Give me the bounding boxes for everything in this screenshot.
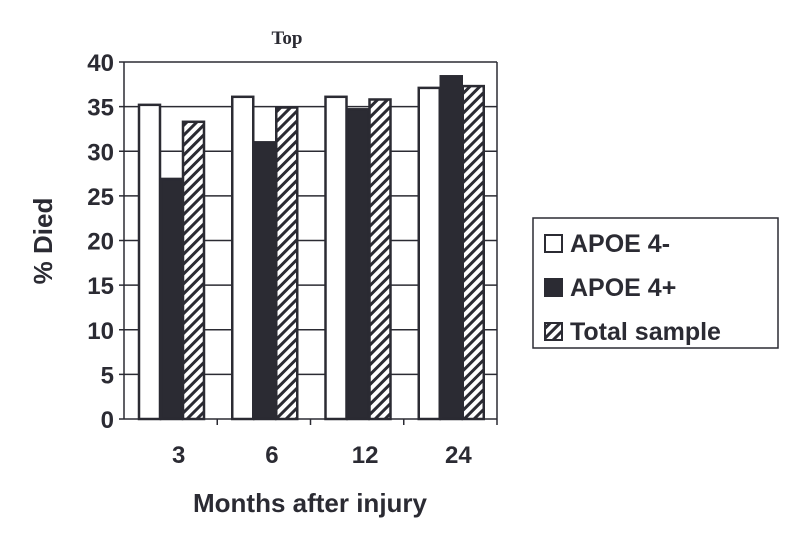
legend-swatch xyxy=(544,278,563,297)
legend-label: APOE 4+ xyxy=(570,274,676,302)
y-tick-label: 35 xyxy=(87,95,114,122)
y-tick-label: 10 xyxy=(87,318,114,345)
legend-swatch xyxy=(544,234,563,253)
x-tick-label: 3 xyxy=(172,442,185,469)
bar-apoe-4--6 xyxy=(253,141,277,421)
bar-apoe-4--3 xyxy=(159,177,184,421)
y-tick-label: 0 xyxy=(101,407,114,434)
bar-apoe-4--12 xyxy=(324,95,348,421)
x-tick-label: 12 xyxy=(352,442,379,469)
y-tick-label: 30 xyxy=(87,139,114,166)
bar-total-sample-6 xyxy=(275,106,299,421)
legend-label: APOE 4- xyxy=(570,230,670,258)
legend: APOE 4- APOE 4+ Total sample xyxy=(532,217,779,349)
legend-box xyxy=(532,217,779,349)
bar-apoe-4--24 xyxy=(417,86,441,421)
x-axis-label: Months after injury xyxy=(193,488,428,518)
bar-total-sample-24 xyxy=(461,84,485,421)
bar-total-sample-3 xyxy=(181,120,206,421)
x-tick-label: 6 xyxy=(265,442,278,469)
y-axis-label: % Died xyxy=(28,198,58,285)
y-tick-label: 20 xyxy=(87,229,114,256)
x-tick-label: 24 xyxy=(445,442,472,469)
y-tick-label: 5 xyxy=(101,362,114,389)
bar-apoe-4--24 xyxy=(439,75,463,421)
legend-label: Total sample xyxy=(570,318,721,346)
y-tick-label: 40 xyxy=(87,50,114,77)
bar-apoe-4--12 xyxy=(346,108,370,421)
legend-swatch xyxy=(544,322,563,341)
y-tick-label: 15 xyxy=(87,273,114,300)
bar-apoe-4--6 xyxy=(231,95,255,421)
y-tick-label: 25 xyxy=(87,184,114,211)
chart-title: Top xyxy=(272,28,303,49)
bar-apoe-4--3 xyxy=(137,103,162,421)
bar-total-sample-12 xyxy=(368,98,392,421)
